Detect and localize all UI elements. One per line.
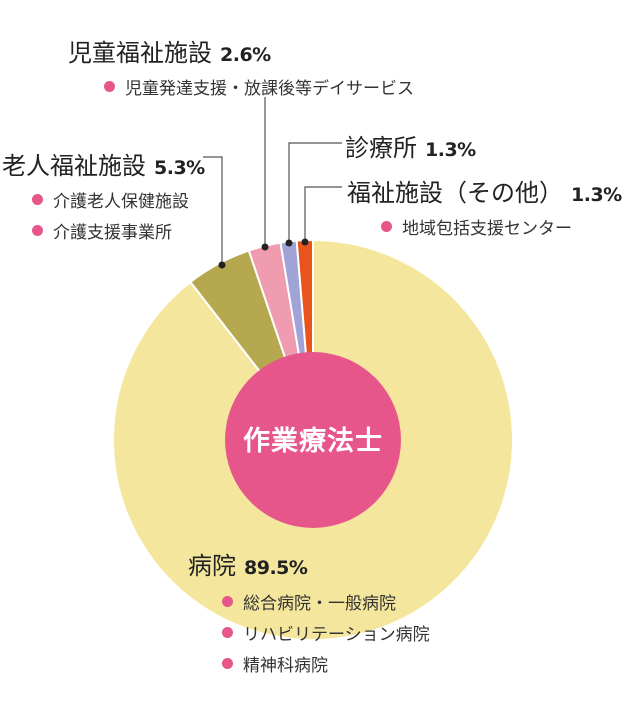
category-label: 児童福祉施設 — [68, 39, 212, 67]
bullet-dot — [222, 658, 233, 669]
example-item: 精神科病院 — [222, 651, 430, 676]
leader-dot — [261, 243, 269, 251]
label-hospital: 病院 89.5% 総合病院・一般病院 リハビリテーション病院 精神科病院 — [188, 546, 430, 676]
leader-line — [304, 186, 342, 242]
category-label: 老人福祉施設 — [2, 152, 146, 180]
bullet-dot — [222, 596, 233, 607]
center-label: 作業療法士 — [243, 425, 383, 457]
category-label: 病院 — [188, 552, 236, 580]
percent-label: 89.5% — [244, 557, 308, 579]
leader-line — [203, 156, 223, 265]
leader-line — [288, 142, 342, 243]
example-item: 介護老人保健施設 — [32, 187, 205, 212]
example-item: 地域包括支援センター — [381, 214, 622, 239]
example-item: 介護支援事業所 — [32, 218, 205, 243]
example-item: リハビリテーション病院 — [222, 620, 430, 645]
bullet-dot — [32, 194, 43, 205]
category-label: 福祉施設（その他） — [347, 179, 563, 207]
label-other-welfare: 福祉施設（その他） 1.3% 地域包括支援センター — [347, 173, 622, 239]
bullet-dot — [222, 627, 233, 638]
label-clinic: 診療所 1.3% — [345, 128, 476, 163]
leader-dot — [218, 261, 226, 269]
example-item: 総合病院・一般病院 — [222, 589, 430, 614]
leader-lines — [203, 97, 342, 269]
bullet-dot — [104, 81, 115, 92]
bullet-dot — [381, 221, 392, 232]
label-child-welfare: 児童福祉施設 2.6% 児童発達支援・放課後等デイサービス — [68, 33, 414, 99]
percent-label: 1.3% — [425, 139, 476, 161]
center-circle — [225, 352, 401, 528]
category-label: 診療所 — [345, 134, 417, 162]
percent-label: 5.3% — [154, 157, 205, 179]
leader-dot — [301, 238, 309, 246]
bullet-dot — [32, 225, 43, 236]
leader-dot — [285, 239, 293, 247]
percent-label: 1.3% — [571, 184, 622, 206]
label-elderly-welfare: 老人福祉施設 5.3% 介護老人保健施設 介護支援事業所 — [2, 146, 205, 243]
percent-label: 2.6% — [220, 44, 271, 66]
example-item: 児童発達支援・放課後等デイサービス — [104, 74, 414, 99]
